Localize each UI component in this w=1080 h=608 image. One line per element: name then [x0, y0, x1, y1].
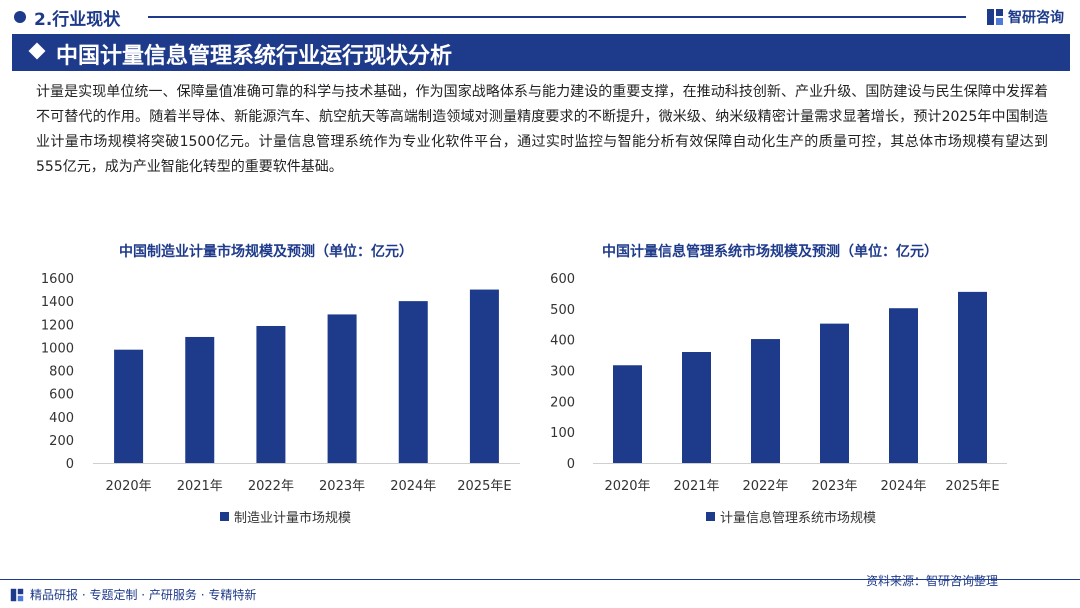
legend-label: 计量信息管理系统市场规模: [720, 511, 877, 526]
chart-title-system: 中国计量信息管理系统市场规模及预测（单位：亿元）: [602, 244, 938, 260]
footer: 精品研报 · 专题定制 · 产研服务 · 专精特新: [10, 586, 256, 603]
x-tick-label: 2025年E: [945, 479, 999, 494]
x-tick-label: 2023年: [319, 479, 365, 494]
y-tick-label: 600: [550, 272, 575, 287]
legend-system: 计量信息管理系统市场规模: [706, 507, 876, 526]
bar: [327, 314, 357, 463]
y-tick-label: 1200: [41, 318, 74, 333]
legend-manufacturing: 制造业计量市场规模: [220, 507, 351, 526]
y-tick-label: 800: [49, 365, 74, 380]
bar: [398, 301, 428, 463]
chart-title-manufacturing: 中国制造业计量市场规模及预测（单位：亿元）: [119, 244, 413, 260]
y-tick-label: 600: [49, 388, 74, 403]
bar: [682, 352, 711, 463]
bar: [820, 323, 849, 463]
y-tick-label: 0: [66, 457, 74, 472]
section-bullet-icon: [14, 11, 26, 23]
brand-logo-icon: [10, 588, 24, 601]
bar: [114, 349, 144, 463]
y-tick-label: 500: [550, 303, 575, 318]
bar: [256, 325, 286, 463]
y-tick-label: 0: [567, 457, 575, 472]
intro-paragraph: 计量是实现单位统一、保障量值准确可靠的科学与技术基础，作为国家战略体系与能力建设…: [36, 84, 1048, 175]
title-bar: 中国计量信息管理系统行业运行现状分析: [12, 34, 1070, 71]
header-divider: [148, 16, 966, 18]
y-tick-label: 1400: [41, 295, 74, 310]
brand-logo: 智研咨询: [986, 6, 1064, 28]
diamond-icon: [28, 42, 46, 60]
footer-services: 精品研报 · 专题定制 · 产研服务 · 专精特新: [30, 588, 257, 602]
bar: [185, 336, 215, 463]
bar: [751, 339, 780, 463]
y-tick-label: 400: [550, 334, 575, 349]
top-header: 2.行业现状 智研咨询: [0, 0, 1080, 34]
x-tick-label: 2020年: [604, 479, 650, 494]
legend-swatch: [220, 512, 229, 521]
x-tick-label: 2022年: [742, 479, 788, 494]
chart-manufacturing: 0 200 400 600 800 1000 1200 1400 1600 2020年 2021年 2…: [41, 272, 520, 494]
y-tick-label: 300: [550, 365, 575, 380]
legend-swatch: [706, 512, 715, 521]
legend-label: 制造业计量市场规模: [234, 511, 352, 526]
x-tick-label: 2024年: [390, 479, 436, 494]
y-tick-label: 100: [550, 426, 575, 441]
footer-divider: [0, 579, 1080, 580]
y-tick-label: 1600: [41, 272, 74, 287]
x-tick-label: 2021年: [673, 479, 719, 494]
brand-logo-icon: [987, 9, 1003, 25]
y-tick-label: 400: [49, 411, 74, 426]
x-tick-label: 2020年: [106, 479, 152, 494]
data-source: 资料来源：智研咨询整理: [866, 574, 999, 588]
page-title: 中国计量信息管理系统行业运行现状分析: [56, 44, 453, 69]
x-tick-label: 2024年: [880, 479, 926, 494]
section-label: 2.行业现状: [34, 10, 121, 30]
x-tick-label: 2021年: [177, 479, 223, 494]
brand-name: 智研咨询: [1008, 10, 1064, 26]
chart-system: 0 100 200 300 400 500 600 2020年 2021年 2022年 2023年 2…: [550, 272, 1007, 494]
y-tick-label: 200: [550, 395, 575, 410]
bar: [889, 308, 918, 463]
x-tick-label: 2022年: [248, 479, 294, 494]
y-tick-label: 200: [49, 434, 74, 449]
x-tick-label: 2023年: [811, 479, 857, 494]
bar: [958, 291, 987, 463]
bar: [613, 365, 642, 463]
y-tick-label: 1000: [41, 341, 74, 356]
bar: [469, 289, 499, 463]
x-tick-label: 2025年E: [457, 479, 511, 494]
